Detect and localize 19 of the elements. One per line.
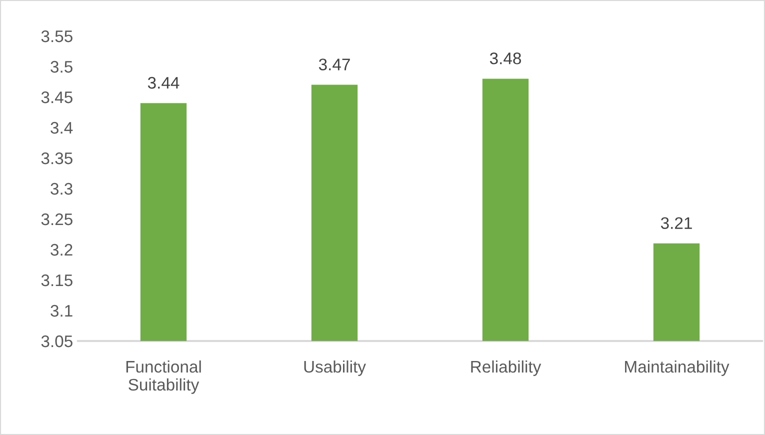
x-tick-label: Usability [304,360,366,376]
y-tick-label: 3.25 [41,213,72,226]
y-tick-label: 3.05 [41,335,72,348]
data-label: 3.44 [148,76,180,89]
y-tick-label: 3.5 [50,60,72,73]
y-tick-label: 3.4 [50,122,73,134]
data-label: 3.48 [490,52,521,64]
y-tick-label: 3.45 [41,91,72,104]
y-tick-label: 3.15 [41,274,72,286]
y-tick-label: 3.55 [41,30,72,42]
y-tick-label: 3.2 [50,244,72,256]
y-tick-label: 3.35 [41,152,72,164]
data-label: 3.47 [318,58,350,70]
y-tick-label: 3.1 [50,304,72,317]
x-tick-label: Maintainability [625,360,730,376]
y-tick-label: 3.3 [50,182,72,195]
data-label: 3.21 [660,217,692,229]
x-tick-label: Functional Suitability [126,360,201,394]
x-tick-label: Reliability [471,360,542,376]
